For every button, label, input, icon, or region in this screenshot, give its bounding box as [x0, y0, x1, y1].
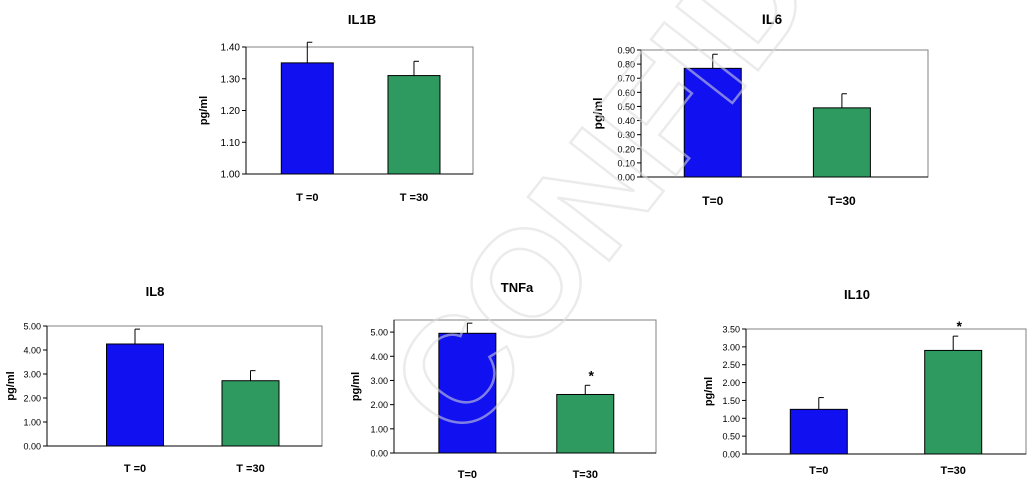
category-label: T=0 — [809, 465, 828, 477]
plot-frame — [745, 328, 1027, 455]
y-tick-label: 3.00 — [722, 342, 740, 352]
y-tick-label: 4.00 — [370, 352, 388, 362]
bar-t30 — [812, 107, 871, 178]
chart-title: TNFa — [501, 280, 534, 295]
y-axis-label: pg/ml — [198, 96, 210, 125]
y-axis-label: pg/ml — [5, 371, 17, 400]
y-tick-label: 1.40 — [221, 43, 241, 54]
y-tick-label: 4.00 — [23, 346, 41, 356]
chart-panel-tnfa: TNFa 0.00 1.00 2.00 3.00 4.00 5.00 pg/ml T=0 * T=3… — [350, 280, 657, 481]
significance-marker: * — [589, 367, 595, 383]
chart-title: IL8 — [146, 284, 165, 299]
y-tick-label: 0.30 — [617, 130, 635, 140]
category-label: T =30 — [400, 192, 428, 204]
bar-t0 — [438, 332, 497, 454]
y-axis-label: pg/ml — [703, 377, 715, 406]
y-tick-label: 0.70 — [617, 74, 635, 84]
y-tick-label: 1.00 — [221, 170, 241, 181]
plot-frame — [46, 325, 323, 447]
bar-t0 — [789, 408, 848, 455]
y-tick-label: 0.10 — [617, 158, 635, 168]
category-label: T =0 — [124, 463, 146, 475]
y-tick-label: 2.50 — [722, 360, 740, 370]
significance-marker: * — [956, 318, 962, 334]
category-label: T=30 — [828, 194, 856, 208]
y-tick-label: 5.00 — [370, 328, 388, 338]
y-tick-label: 2.00 — [722, 378, 740, 388]
category-label: T=30 — [941, 465, 966, 477]
y-tick-label: 1.00 — [370, 424, 388, 434]
y-tick-label: 3.00 — [370, 376, 388, 386]
bar-t0 — [280, 62, 334, 175]
bar-t0 — [106, 343, 164, 447]
y-tick-label: 1.10 — [221, 138, 241, 149]
chart-panel-il10: IL10 0.00 0.50 1.00 1.50 2.00 2.50 3.00 3.50 pg/m… — [703, 287, 1027, 477]
chart-panel-il8: IL8 0.00 1.00 2.00 3.00 4.00 5.00 pg/ml T =0 T =3… — [5, 284, 323, 475]
bar-t30 — [221, 380, 280, 447]
bar-t30 — [387, 75, 441, 175]
y-axis-label: pg/ml — [591, 98, 605, 130]
y-tick-label: 3.00 — [23, 370, 41, 380]
y-axis-label: pg/ml — [350, 372, 362, 401]
chart-panel-il1b: IL1B 1.00 1.10 1.20 1.30 1.40 pg/ml T =0 T =30 — [198, 12, 474, 204]
y-tick-label: 1.50 — [722, 396, 740, 406]
y-tick-label: 0.40 — [617, 116, 635, 126]
y-tick-label: 1.00 — [722, 414, 740, 424]
category-label: T=30 — [573, 469, 598, 481]
category-label: T=0 — [458, 469, 477, 481]
y-tick-label: 0.00 — [370, 449, 388, 459]
chart-panel-il6: IL6 0.00 0.10 0.20 0.30 0.40 0.50 0.60 0.70 0.80 0… — [591, 11, 929, 208]
y-tick-label: 0.80 — [617, 60, 635, 70]
y-tick-label: 3.50 — [722, 325, 740, 335]
bar-t30 — [556, 393, 615, 454]
y-tick-label: 2.00 — [23, 394, 41, 404]
plot-frame — [393, 319, 657, 454]
chart-title: IL6 — [762, 11, 782, 27]
y-tick-label: 5.00 — [23, 322, 41, 332]
y-tick-label: 0.60 — [617, 88, 635, 98]
y-tick-label: 1.00 — [23, 418, 41, 428]
bar-t30 — [924, 349, 983, 455]
y-tick-label: 1.30 — [221, 74, 241, 85]
y-tick-label: 0.00 — [722, 450, 740, 460]
y-tick-label: 0.00 — [23, 442, 41, 452]
category-label: T=0 — [702, 194, 723, 208]
chart-title: IL10 — [844, 287, 870, 302]
y-tick-label: 0.20 — [617, 144, 635, 154]
y-tick-label: 2.00 — [370, 400, 388, 410]
y-tick-label: 0.50 — [617, 102, 635, 112]
y-tick-label: 0.50 — [722, 432, 740, 442]
bar-t0 — [683, 67, 742, 178]
category-label: T =0 — [296, 192, 318, 204]
y-tick-label: 0.00 — [617, 173, 635, 183]
chart-title: IL1B — [348, 12, 376, 27]
y-tick-label: 1.20 — [221, 106, 241, 117]
category-label: T =30 — [236, 463, 264, 475]
y-tick-label: 0.90 — [617, 46, 635, 56]
